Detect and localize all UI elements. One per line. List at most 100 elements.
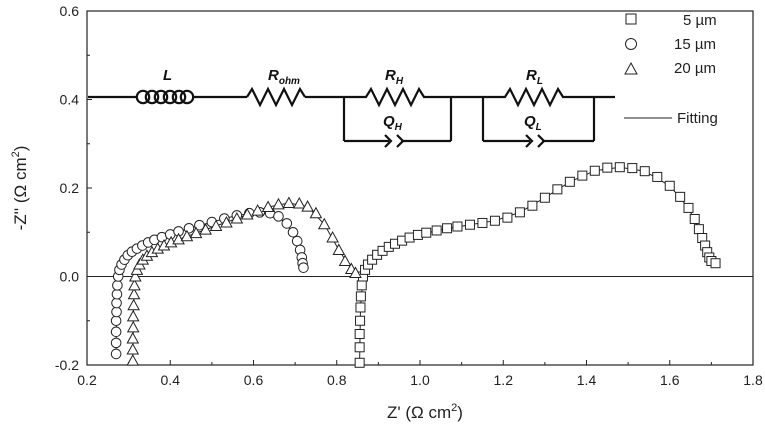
- square-marker: [652, 171, 663, 182]
- y-tick-label: 0.4: [60, 92, 80, 108]
- triangle-marker: [332, 243, 346, 255]
- data-markers: [110, 162, 721, 368]
- cpe-l-symbol-a: [525, 134, 534, 148]
- y-tick-label: 0.0: [60, 269, 80, 285]
- x-tick-label: 0.6: [244, 372, 264, 388]
- square-marker: [577, 170, 588, 181]
- legend-label-15um: 15 µm: [674, 36, 716, 53]
- label-r-h: RH: [385, 67, 404, 87]
- triangle-marker: [251, 204, 265, 216]
- square-marker: [477, 217, 488, 228]
- x-axis-ticks: 0.2 0.4 0.6 0.8 1.0 1.2 1.4 1.6 1.8: [77, 360, 763, 388]
- legend-triangle-marker: [624, 61, 638, 75]
- square-marker: [489, 215, 500, 226]
- triangle-marker: [126, 309, 140, 322]
- square-marker: [683, 202, 694, 213]
- square-marker: [639, 166, 650, 177]
- triangle-marker: [126, 331, 140, 344]
- circle-marker: [110, 337, 122, 349]
- triangle-marker: [128, 269, 142, 282]
- circle-marker: [298, 262, 309, 273]
- triangle-marker: [272, 197, 285, 210]
- circle-marker: [111, 297, 122, 309]
- square-marker: [710, 258, 721, 269]
- fitting-line: [359, 166, 712, 363]
- square-marker: [589, 165, 600, 176]
- triangle-marker: [282, 196, 296, 209]
- square-marker: [539, 192, 550, 203]
- triangle-marker: [349, 266, 362, 278]
- square-marker: [664, 180, 675, 191]
- circle-marker: [291, 235, 303, 247]
- square-marker: [442, 223, 453, 234]
- square-marker: [675, 191, 686, 202]
- label-q-h: QH: [383, 113, 403, 133]
- plot-frame: [86, 10, 754, 366]
- triangle-marker: [180, 229, 194, 242]
- label-r-l: RL: [526, 67, 543, 87]
- x-tick-label: 1.0: [410, 372, 430, 388]
- resistor-ohm-symbol: [246, 86, 306, 108]
- square-marker: [356, 280, 367, 291]
- square-marker: [404, 232, 415, 243]
- circle-marker: [281, 218, 293, 229]
- square-marker: [627, 163, 638, 174]
- legend-label-20um: 20 µm: [674, 60, 716, 77]
- circle-marker: [112, 280, 123, 291]
- y-axis-title: -Z'' (Ω cm2): [10, 146, 30, 231]
- x-tick-label: 0.4: [161, 372, 181, 388]
- square-marker: [689, 213, 700, 224]
- triangle-marker: [220, 215, 233, 228]
- inductor-symbol: [135, 89, 195, 105]
- triangle-marker: [127, 287, 141, 300]
- square-marker: [464, 219, 475, 230]
- label-inductor: L: [163, 67, 172, 84]
- square-marker: [693, 224, 704, 235]
- legend-label-5um: 5 µm: [683, 12, 717, 29]
- triangle-marker: [292, 196, 306, 209]
- square-marker: [614, 162, 625, 173]
- square-marker: [355, 291, 366, 302]
- label-r-ohm: Rohm: [268, 67, 300, 87]
- square-marker: [355, 302, 366, 313]
- triangle-marker: [326, 231, 339, 243]
- label-q-l: QL: [524, 113, 542, 133]
- legend-square-marker: [625, 13, 637, 25]
- triangle-marker: [309, 206, 323, 219]
- square-marker: [552, 184, 563, 195]
- triangle-marker: [127, 298, 140, 311]
- square-marker: [421, 227, 432, 238]
- legend: 5 µm 15 µm 20 µm Fitting: [624, 12, 718, 127]
- y-tick-label: 0.2: [60, 180, 80, 196]
- square-marker: [452, 221, 463, 232]
- triangle-marker: [209, 219, 223, 232]
- square-marker: [354, 357, 365, 368]
- square-marker: [431, 225, 442, 236]
- x-tick-label: 0.8: [327, 372, 347, 388]
- triangle-marker: [126, 342, 140, 355]
- triangle-marker: [126, 320, 140, 333]
- legend-label-fitting: Fitting: [677, 110, 718, 127]
- triangle-marker: [199, 223, 212, 235]
- resistor-l-symbol: [483, 86, 594, 108]
- triangle-marker: [230, 211, 244, 224]
- square-marker: [602, 162, 613, 173]
- triangle-marker: [172, 232, 185, 245]
- circle-marker: [111, 306, 122, 318]
- triangle-marker: [189, 226, 203, 239]
- triangle-marker: [338, 254, 352, 267]
- x-tick-label: 1.6: [660, 372, 680, 388]
- square-marker: [354, 329, 365, 340]
- equivalent-circuit: [88, 86, 615, 148]
- x-tick-label: 1.2: [494, 372, 514, 388]
- triangle-marker: [301, 200, 314, 212]
- fitting-curves: [115, 166, 712, 363]
- circle-marker: [110, 348, 122, 360]
- square-marker: [564, 176, 575, 187]
- triangle-marker: [128, 278, 141, 291]
- y-axis-ticks: -0.2 0.0 0.2 0.4 0.6: [55, 3, 92, 373]
- triangle-marker: [240, 208, 254, 220]
- square-marker: [412, 229, 423, 240]
- y-tick-label: -0.2: [55, 357, 79, 373]
